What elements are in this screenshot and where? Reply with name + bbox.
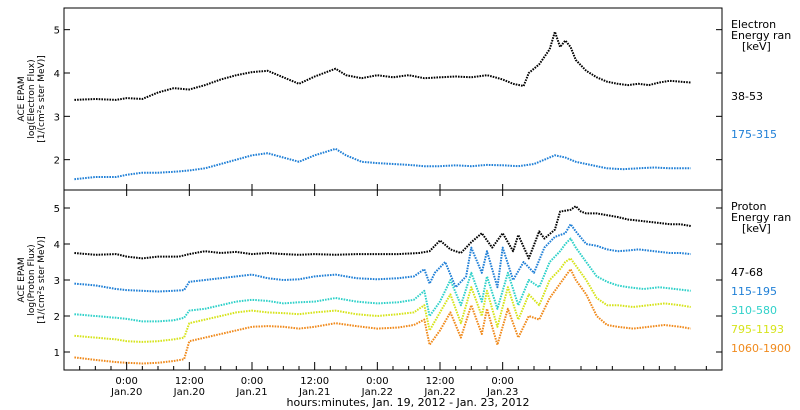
legend-entry: 47-68 (731, 266, 763, 279)
y-tick-label: 5 (54, 204, 60, 215)
x-tick-date: Jan.22 (361, 387, 393, 398)
legend-entry: 1060-1900 (731, 342, 791, 355)
y-tick-label: 2 (54, 312, 60, 323)
series-line-1060-1900 (74, 268, 691, 365)
legend-entry: 310-580 (731, 304, 777, 317)
x-tick-time: 12:00 (175, 376, 204, 387)
y-tick-label: 3 (54, 276, 60, 287)
x-tick-time: 0:00 (241, 376, 263, 387)
y-axis-label: [1/(cm²s ster MeV)] (37, 55, 47, 142)
y-tick-label: 1 (54, 348, 60, 359)
y-tick-label: 3 (54, 112, 60, 123)
y-tick-label: 4 (54, 69, 60, 80)
y-axis-label: ACE EPAM (17, 76, 27, 121)
series-line-47-68 (74, 205, 691, 260)
y-axis-label: log(Electron Flux) (27, 59, 37, 138)
legend-title: [keV] (742, 222, 771, 235)
legend-entry: 38-53 (731, 90, 763, 103)
x-tick-date: Jan.21 (298, 387, 330, 398)
y-tick-label: 2 (54, 156, 60, 167)
legend-entry: 795-1193 (731, 323, 784, 336)
x-tick-date: Jan.20 (173, 387, 205, 398)
x-tick-time: 0:00 (115, 376, 137, 387)
series-line-310-580 (74, 237, 691, 323)
plot-frame (63, 7, 723, 191)
y-axis-label: log(Proton Flux) (27, 244, 37, 315)
legend-title: [keV] (742, 40, 771, 53)
x-tick-time: 0:00 (366, 376, 388, 387)
series-line-175-315 (74, 147, 691, 181)
y-axis-label: [1/(cm²s ster MeV)] (37, 236, 47, 323)
plot-frame (63, 189, 723, 371)
x-tick-date: Jan.20 (110, 387, 142, 398)
x-tick-date: Jan.23 (486, 387, 518, 398)
x-tick-time: 12:00 (426, 376, 455, 387)
x-tick-time: 0:00 (491, 376, 513, 387)
x-axis-label: hours:minutes, Jan. 19, 2012 - Jan. 23, … (287, 396, 530, 409)
y-axis-label: ACE EPAM (17, 257, 27, 302)
x-tick-date: Jan.22 (423, 387, 455, 398)
legend-title: Energy ran (731, 29, 791, 42)
x-tick-time: 12:00 (300, 376, 329, 387)
x-tick-date: Jan.21 (235, 387, 267, 398)
series-line-38-53 (74, 30, 691, 101)
legend-entry: 175-315 (731, 128, 777, 141)
proton-flux-panel: 1 2 3 4 5 ACE EPAM log(Proton Flux) [1/(cm²s st… (17, 189, 791, 371)
y-tick-label: 4 (54, 240, 60, 251)
y-tick-label: 5 (54, 26, 60, 37)
series-line-795-1193 (74, 257, 691, 343)
legend-entry: 115-195 (731, 285, 777, 298)
time-axis: 0:00Jan.2012:00Jan.200:00Jan.2112:00Jan.… (79, 184, 707, 398)
legend-title: Electron (731, 18, 776, 31)
electron-flux-panel: 2 3 4 5 ACE EPAM log(Electron Flux) [1/(cm²s s… (17, 7, 791, 191)
legend-title: Proton (731, 200, 766, 213)
legend-title: Energy ran (731, 211, 791, 224)
series-line-115-195 (74, 223, 691, 293)
